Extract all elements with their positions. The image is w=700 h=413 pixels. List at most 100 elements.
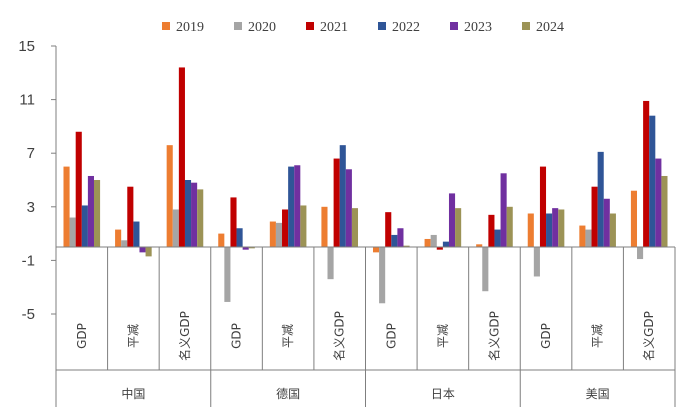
x-group-label: 中国 xyxy=(121,386,145,401)
bar-2019 xyxy=(372,247,380,253)
bar-2022 xyxy=(649,115,656,248)
y-axis: -5 -1 3 7 11 15 xyxy=(18,38,57,407)
y-tick-label: 7 xyxy=(27,145,35,162)
bar-2022 xyxy=(597,151,604,247)
bar-2023 xyxy=(345,169,352,247)
bar-2021 xyxy=(178,67,185,247)
x-category-label: 名义GDP xyxy=(177,311,192,361)
x-category-label: GDP xyxy=(75,323,89,349)
bar-2020 xyxy=(224,247,231,302)
bar-2019 xyxy=(476,244,483,247)
bar-2020 xyxy=(637,247,644,260)
bar-2022 xyxy=(442,241,449,247)
bar-2022 xyxy=(494,229,501,247)
legend-swatch xyxy=(522,22,530,30)
legend-label: 2023 xyxy=(464,20,492,35)
bar-2023 xyxy=(552,208,559,247)
bar-2019 xyxy=(63,166,70,247)
x-category-label: 名义GDP xyxy=(332,311,347,361)
bar-2020 xyxy=(121,240,128,247)
bar-2023 xyxy=(655,158,662,247)
bar-2020 xyxy=(430,234,437,247)
bar-2024 xyxy=(558,209,565,247)
legend-swatch xyxy=(450,22,458,30)
bar-2023 xyxy=(603,198,610,247)
x-category-label: 平减 xyxy=(281,324,295,348)
bar-2019 xyxy=(115,229,122,247)
bar-2023 xyxy=(500,173,507,247)
bar-2019 xyxy=(321,206,328,247)
legend-label: 2024 xyxy=(536,20,564,35)
bar-2021 xyxy=(75,131,82,247)
bar-2021 xyxy=(436,247,443,250)
bar-2024 xyxy=(248,247,255,249)
legend-swatch xyxy=(378,22,386,30)
bar-2020 xyxy=(327,247,334,280)
x-group-label: 德国 xyxy=(276,386,300,401)
bar-2022 xyxy=(81,205,88,247)
y-tick-label: 15 xyxy=(18,38,35,55)
x-group-label: 美国 xyxy=(586,387,610,401)
bar-2024 xyxy=(609,213,616,247)
y-tick-label: 11 xyxy=(19,92,35,109)
bar-2020 xyxy=(585,229,592,247)
bar-2024 xyxy=(197,189,204,247)
bar-2024 xyxy=(506,206,513,247)
bar-2021 xyxy=(333,158,340,247)
bar-2024 xyxy=(455,208,462,247)
bar-2021 xyxy=(385,212,392,247)
x-category-label: 名义GDP xyxy=(641,311,656,361)
bar-2021 xyxy=(539,166,547,247)
legend-label: 2022 xyxy=(392,20,420,35)
bar-2021 xyxy=(591,186,598,247)
bar-2019 xyxy=(630,190,638,247)
legend: 2019 2020 2021 2022 2023 2024 xyxy=(162,20,564,35)
bar-2023 xyxy=(139,247,146,253)
bar-2021 xyxy=(488,214,495,247)
bar-2019 xyxy=(166,145,173,247)
legend-label: 2020 xyxy=(248,20,276,35)
legend-label: 2019 xyxy=(176,20,204,35)
bar-2019 xyxy=(424,238,431,247)
bar-2024 xyxy=(661,175,668,247)
bar-2019 xyxy=(269,221,276,247)
bar-2023 xyxy=(397,228,404,247)
bars xyxy=(63,67,668,304)
x-category-label: 平减 xyxy=(591,324,605,348)
bar-2024 xyxy=(403,245,410,247)
x-axis: GDP 平减 名义GDP GDP 平减 名义GDP GDP 平减 名义GDP GDP 平减 名义GDP… xyxy=(55,246,676,407)
bar-2020 xyxy=(172,209,179,247)
x-category-label: GDP xyxy=(539,323,553,349)
bar-2021 xyxy=(127,186,134,247)
x-category-label: GDP xyxy=(230,323,244,349)
bar-2023 xyxy=(242,247,249,250)
legend-swatch xyxy=(306,22,314,30)
y-tick-label: 3 xyxy=(27,199,35,216)
bar-2019 xyxy=(579,225,586,247)
bar-2022 xyxy=(133,221,140,247)
legend-label: 2021 xyxy=(320,20,348,35)
bar-2020 xyxy=(69,217,76,247)
x-category-label: 平减 xyxy=(436,324,450,348)
bar-2021 xyxy=(282,209,289,247)
x-group-label: 日本 xyxy=(431,387,455,401)
bar-2021 xyxy=(643,100,650,247)
bar-2020 xyxy=(379,247,386,304)
bar-2020 xyxy=(533,247,540,277)
bar-2023 xyxy=(87,175,94,247)
bar-2022 xyxy=(339,145,346,247)
bar-2023 xyxy=(191,182,198,247)
bar-2023 xyxy=(294,165,301,247)
x-category-label: 平减 xyxy=(126,324,140,348)
bar-2022 xyxy=(546,213,553,247)
bar-2022 xyxy=(391,234,398,247)
legend-swatch xyxy=(162,22,170,30)
bar-2022 xyxy=(236,228,243,247)
bar-2020 xyxy=(482,247,489,292)
x-category-label: 名义GDP xyxy=(487,311,502,361)
bar-2023 xyxy=(448,193,456,247)
bar-2022 xyxy=(288,166,295,247)
y-tick-label: -1 xyxy=(22,252,35,269)
bar-2024 xyxy=(300,205,307,247)
